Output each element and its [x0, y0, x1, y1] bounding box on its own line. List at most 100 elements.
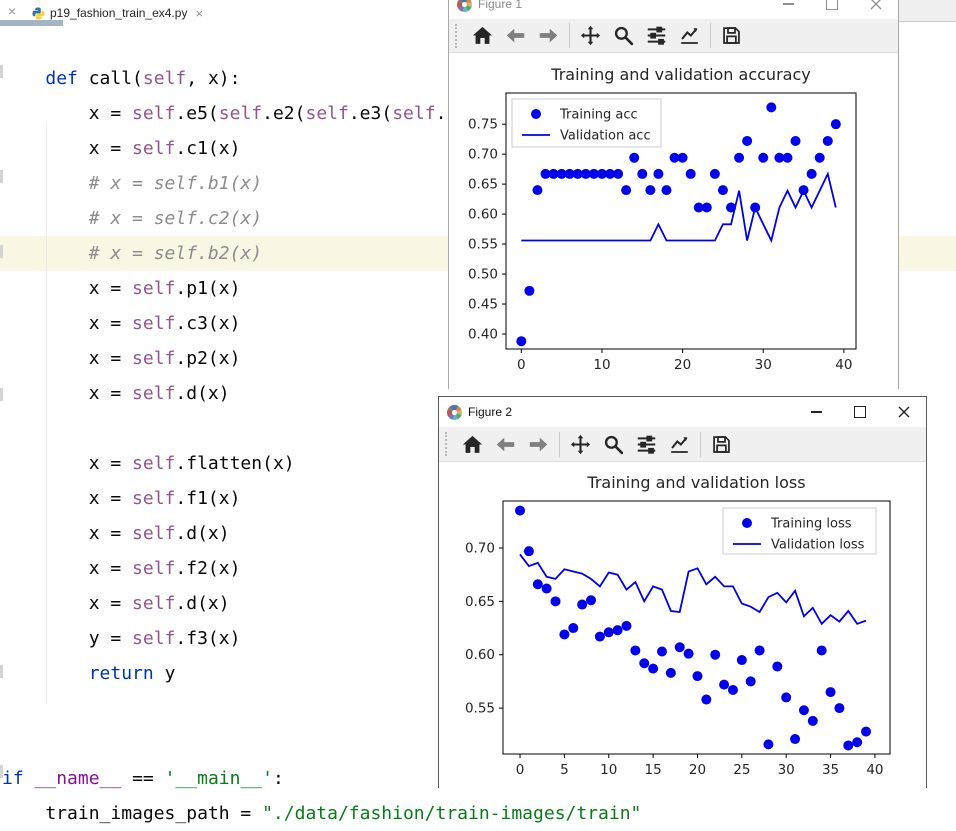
code-line: x = self.d(x) [2, 593, 230, 614]
svg-text:Training loss: Training loss [770, 517, 852, 532]
figure1-toolbar [449, 19, 898, 53]
configure-subplots-button[interactable] [630, 430, 663, 458]
svg-text:0.40: 0.40 [468, 327, 498, 343]
toolbar-separator [710, 23, 711, 48]
figure2-window-title: Figure 2 [468, 405, 513, 419]
svg-text:Validation loss: Validation loss [771, 538, 865, 553]
svg-text:40: 40 [835, 357, 852, 373]
matplotlib-logo-icon [457, 0, 472, 12]
svg-text:20: 20 [689, 762, 706, 778]
svg-text:0: 0 [516, 762, 525, 778]
code-line: if __name__ == '__main__': [2, 768, 284, 789]
svg-text:10: 10 [593, 357, 610, 373]
code-line: x = self.p2(x) [2, 348, 241, 369]
change-marker [0, 388, 3, 401]
svg-text:30: 30 [778, 762, 795, 778]
tab-label: p19_fashion_train_ex4.py [50, 6, 188, 20]
svg-text:0.75: 0.75 [468, 117, 498, 133]
code-line: # x = self.c2(x) [2, 208, 263, 229]
toolbar-separator [559, 431, 560, 457]
figure1-titlebar[interactable]: Figure 1 [449, 0, 898, 19]
svg-text:0.45: 0.45 [468, 297, 498, 313]
svg-text:5: 5 [560, 762, 569, 778]
svg-text:40: 40 [866, 762, 883, 778]
pan-button[interactable] [564, 430, 597, 458]
zoom-rect-button[interactable] [597, 430, 630, 458]
code-line: x = self.f1(x) [2, 488, 241, 509]
code-line: train_images_path = "./data/fashion/trai… [2, 803, 642, 824]
edit-axes-button[interactable] [663, 430, 696, 458]
svg-text:0.70: 0.70 [465, 540, 495, 556]
figure2-window: Figure 2 [438, 396, 927, 793]
svg-text:30: 30 [755, 357, 772, 373]
toolbar-drag-handle[interactable] [455, 23, 459, 48]
svg-text:0.55: 0.55 [468, 237, 498, 253]
svg-text:35: 35 [822, 762, 839, 778]
configure-subplots-button[interactable] [640, 22, 673, 50]
code-line: return y [88, 663, 176, 684]
toolbar-separator [700, 431, 701, 457]
svg-text:Validation acc: Validation acc [560, 129, 651, 144]
tab-p19-fashion-train-ex4[interactable]: p19_fashion_train_ex4.py × [24, 0, 211, 26]
code-line: x = self.d(x) [2, 523, 230, 544]
maximize-button[interactable] [838, 397, 882, 427]
close-icon [898, 406, 910, 418]
change-marker [0, 170, 3, 183]
toolbar-separator [569, 23, 570, 48]
minimize-button[interactable] [794, 397, 838, 427]
svg-text:20: 20 [674, 357, 691, 373]
zoom-rect-button[interactable] [607, 22, 640, 50]
forward-button[interactable] [532, 22, 565, 50]
code-line: x = self.flatten(x) [2, 453, 295, 474]
svg-text:0.60: 0.60 [468, 207, 498, 223]
svg-text:0.55: 0.55 [465, 701, 495, 717]
code-line: def call(self, x): [45, 68, 241, 89]
code-line: x = self.d(x) [2, 383, 230, 404]
svg-text:Training and validation loss: Training and validation loss [586, 473, 805, 492]
svg-text:10: 10 [600, 762, 617, 778]
forward-button[interactable] [522, 430, 555, 458]
home-button[interactable] [466, 22, 499, 50]
figure2-titlebar[interactable]: Figure 2 [439, 397, 926, 427]
change-marker [0, 245, 3, 258]
svg-text:Training and validation accura: Training and validation accuracy [550, 65, 810, 84]
loss-chart[interactable]: Training and validation loss 0 5 10 15 20 25 30… [439, 462, 926, 788]
pan-button[interactable] [574, 22, 607, 50]
accuracy-chart[interactable]: Training and validation accuracy 0 10 20 30 4… [449, 53, 898, 389]
hidden-tab-close-icon[interactable]: × [8, 3, 17, 19]
figure1-canvas[interactable]: Training and validation accuracy 0 10 20 30 4… [449, 53, 898, 394]
svg-text:25: 25 [733, 762, 750, 778]
change-marker [0, 665, 3, 678]
back-button[interactable] [489, 430, 522, 458]
code-line: x = self.p1(x) [2, 278, 241, 299]
svg-text:0.70: 0.70 [468, 147, 498, 163]
change-marker [0, 765, 3, 778]
code-line: x = self.e5(self.e2(self.e3(self. [2, 103, 447, 124]
home-button[interactable] [456, 430, 489, 458]
code-line: x = self.f2(x) [2, 558, 241, 579]
editor-top-right-panel [899, 0, 956, 22]
toolbar-drag-handle[interactable] [445, 432, 449, 456]
back-button[interactable] [499, 22, 532, 50]
maximize-button[interactable] [810, 0, 854, 19]
indent-guide [46, 122, 47, 704]
figure2-toolbar [439, 427, 926, 462]
edit-axes-button[interactable] [673, 22, 706, 50]
change-marker [0, 65, 3, 78]
svg-text:0.50: 0.50 [468, 267, 498, 283]
save-button[interactable] [705, 430, 738, 458]
save-button[interactable] [715, 22, 748, 50]
code-line: x = self.c3(x) [2, 313, 241, 334]
minimize-button[interactable] [766, 0, 810, 19]
svg-text:Training acc: Training acc [559, 108, 638, 123]
tab-close-icon[interactable]: × [195, 5, 204, 21]
code-line: # x = self.b1(x) [2, 173, 263, 194]
svg-text:0.65: 0.65 [468, 177, 498, 193]
active-tab-underline [0, 20, 63, 26]
figure1-window-title: Figure 1 [478, 0, 523, 11]
close-button[interactable] [882, 397, 926, 427]
close-button[interactable] [854, 0, 898, 19]
figure1-window: Figure 1 [448, 0, 899, 394]
matplotlib-logo-icon [447, 404, 462, 420]
figure2-canvas[interactable]: Training and validation loss 0 5 10 15 20 25 30… [439, 462, 926, 793]
